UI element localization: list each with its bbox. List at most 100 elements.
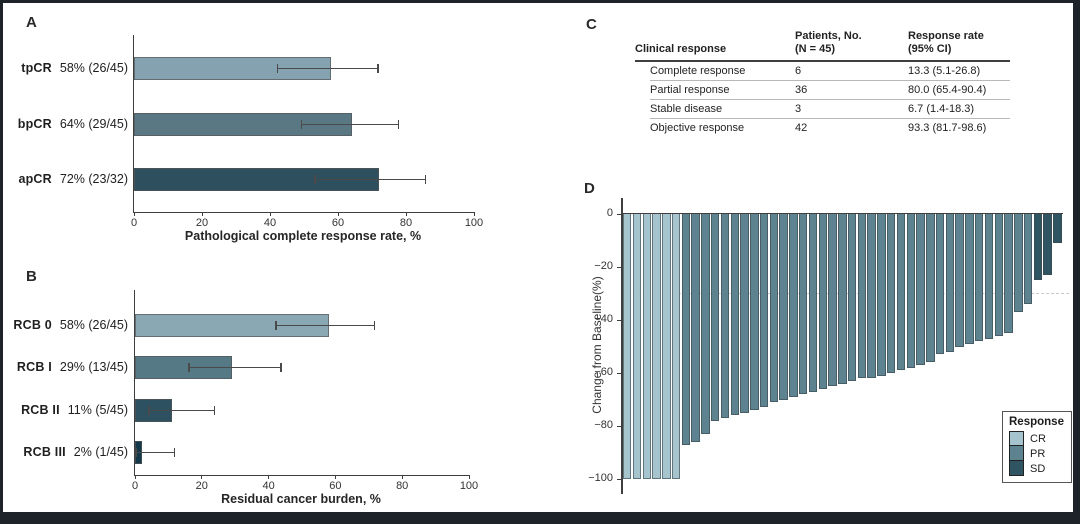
cell-response-type: Complete response — [650, 65, 746, 77]
cell-patients: 36 — [795, 84, 808, 96]
category-annotation: 2% (1/45) — [73, 445, 128, 459]
error-bar — [188, 366, 282, 368]
error-bar-cap — [213, 406, 216, 415]
category-annotation: 64% (29/45) — [59, 117, 128, 131]
axis-tick-label: −20 — [594, 260, 613, 272]
error-bar-cap — [276, 64, 279, 73]
category-name: bpCR — [17, 117, 52, 131]
cell-rate: 6.7 (1.4-18.3) — [908, 103, 975, 115]
waterfall-bar-pr — [740, 214, 749, 413]
waterfall-bar-cr — [652, 214, 661, 479]
waterfall-bar-sd — [1053, 214, 1062, 244]
cell-response-type: Stable disease — [650, 103, 723, 115]
axis-tick-label: 80 — [399, 217, 413, 229]
axis-tick-label: 60 — [329, 480, 342, 492]
waterfall-bar-pr — [916, 214, 925, 366]
table-row: Complete response 6 13.3 (5.1-26.8) — [650, 62, 1010, 81]
axis-tick — [617, 319, 621, 321]
bar-label-rcb2: RCB II 11% (5/45) — [3, 402, 128, 418]
legend-entry-sd: SD — [1009, 461, 1064, 476]
col-header-response-rate: Response rate (95% CI) — [908, 30, 984, 55]
waterfall-bar-pr — [808, 214, 818, 392]
error-bar-cap — [424, 175, 427, 184]
waterfall-bar-pr — [730, 214, 740, 416]
waterfall-bar-pr — [887, 214, 896, 373]
error-bar-cap — [373, 321, 376, 330]
legend-label: SD — [1030, 462, 1046, 475]
axis-tick — [133, 212, 135, 216]
waterfall-bar-pr — [681, 214, 691, 445]
panel-c-letter: C — [586, 16, 597, 33]
waterfall-bar-pr — [779, 214, 788, 400]
panel-a-plot: 0 20 40 60 80 100 — [131, 35, 483, 229]
panel-b-plot: 0 20 40 60 80 100 — [132, 290, 478, 492]
bar-label-rcb3: RCB III 2% (1/45) — [3, 444, 128, 460]
waterfall-bar-pr — [906, 214, 916, 368]
axis-tick-label: −100 — [588, 472, 613, 484]
error-bar-cap — [173, 448, 176, 457]
panel-d-waterfall-plot: 0 −20 −40 −60 −80 −100 — [588, 207, 1069, 484]
error-bar-cap — [377, 64, 379, 73]
waterfall-bar-pr — [838, 214, 847, 384]
waterfall-bar-pr — [857, 214, 867, 379]
axis-tick-label: −80 — [594, 419, 613, 431]
axis-tick — [473, 212, 475, 216]
panel-d-y-axis-line — [621, 198, 623, 494]
axis-tick-label: 40 — [263, 217, 277, 229]
category-name: tpCR — [21, 61, 52, 75]
axis-tick — [617, 372, 621, 374]
panel-d-y-axis-label: Change from Baseline(%) — [590, 276, 604, 414]
error-bar-cap — [135, 448, 137, 457]
error-bar-cap — [188, 363, 190, 372]
waterfall-bar-pr — [759, 214, 769, 408]
panel-d-letter: D — [584, 180, 595, 197]
bar-label-rcb1: RCB I 29% (13/45) — [3, 359, 128, 375]
bar-label-bpcr: bpCR 64% (29/45) — [3, 116, 128, 132]
waterfall-bar-pr — [965, 214, 974, 344]
legend-title: Response — [1009, 416, 1064, 428]
waterfall-bar-pr — [877, 214, 886, 376]
waterfall-bar-cr — [632, 214, 642, 479]
axis-tick-label: 20 — [195, 217, 209, 229]
panel-b-x-axis-label: Residual cancer burden, % — [221, 492, 381, 506]
waterfall-bar-pr — [769, 214, 779, 403]
waterfall-bar-pr — [867, 214, 876, 379]
waterfall-bar-pr — [1023, 214, 1033, 305]
waterfall-bar-pr — [818, 214, 828, 389]
axis-tick — [334, 475, 336, 479]
cell-rate: 80.0 (65.4-90.4) — [908, 84, 987, 96]
axis-tick — [405, 212, 407, 216]
axis-tick-label: 80 — [396, 480, 409, 492]
waterfall-bar-pr — [799, 214, 808, 395]
error-bar-cap — [300, 120, 303, 129]
panel-a-letter: A — [26, 14, 37, 31]
axis-tick — [617, 266, 621, 268]
category-name: RCB II — [21, 403, 60, 417]
axis-tick — [269, 212, 271, 216]
error-bar — [314, 178, 427, 180]
col-header-patients: Patients, No. (N = 45) — [795, 30, 862, 55]
waterfall-bar-pr — [896, 214, 906, 371]
waterfall-bar-pr — [945, 214, 955, 352]
error-bar — [300, 123, 400, 125]
axis-tick — [201, 475, 203, 479]
axis-tick-label: 0 — [131, 480, 139, 492]
waterfall-bar-cr — [662, 214, 671, 479]
waterfall-bar-pr — [828, 214, 837, 387]
waterfall-bar-pr — [984, 214, 994, 339]
axis-tick-label: 60 — [331, 217, 345, 229]
waterfall-bar-pr — [955, 214, 964, 347]
waterfall-bar-pr — [926, 214, 935, 363]
cell-rate: 93.3 (81.7-98.6) — [908, 122, 987, 134]
axis-tick — [134, 475, 136, 479]
category-annotation: 58% (26/45) — [59, 318, 128, 332]
category-annotation: 72% (23/32) — [59, 172, 128, 186]
waterfall-bar-pr — [701, 214, 710, 434]
category-annotation: 29% (13/45) — [59, 360, 128, 374]
cell-response-type: Objective response — [650, 122, 745, 134]
legend-entry-pr: PR — [1009, 446, 1064, 461]
sd-color-swatch — [1009, 461, 1024, 476]
waterfall-bar-sd — [1043, 214, 1052, 275]
error-bar-cap — [275, 321, 277, 330]
